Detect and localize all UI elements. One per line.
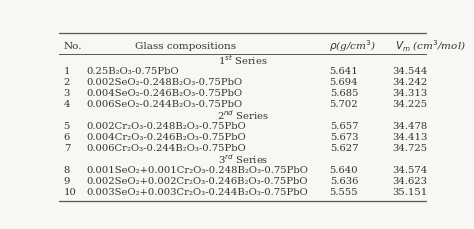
Text: Glass compositions: Glass compositions [136,41,237,50]
Text: 34.225: 34.225 [392,99,428,108]
Text: 3$^{rd}$ Series: 3$^{rd}$ Series [218,152,268,165]
Text: 0.002SeO₂-0.248B₂O₃-0.75PbO: 0.002SeO₂-0.248B₂O₃-0.75PbO [87,77,243,86]
Text: 34.544: 34.544 [392,67,428,76]
Text: 34.574: 34.574 [392,165,428,174]
Text: $\rho$(g/cm$^3$): $\rho$(g/cm$^3$) [329,38,376,54]
Text: 2: 2 [64,77,70,86]
Text: 5.657: 5.657 [330,121,358,130]
Text: 5.636: 5.636 [330,176,358,185]
Text: 34.478: 34.478 [392,121,428,130]
Text: 1$^{st}$ Series: 1$^{st}$ Series [218,53,268,67]
Text: 5.702: 5.702 [329,99,358,108]
Text: 0.002Cr₂O₃-0.248B₂O₃-0.75PbO: 0.002Cr₂O₃-0.248B₂O₃-0.75PbO [87,121,246,130]
Text: 5.694: 5.694 [329,77,358,86]
Text: 5.673: 5.673 [330,132,358,141]
Text: 2$^{nd}$ Series: 2$^{nd}$ Series [217,108,269,122]
Text: 5.641: 5.641 [329,67,358,76]
Text: 5.555: 5.555 [329,187,358,196]
Text: 34.725: 34.725 [392,143,428,152]
Text: 34.413: 34.413 [392,132,428,141]
Text: 0.006Cr₂O₃-0.244B₂O₃-0.75PbO: 0.006Cr₂O₃-0.244B₂O₃-0.75PbO [87,143,246,152]
Text: 9: 9 [64,176,70,185]
Text: 7: 7 [64,143,70,152]
Text: 0.001SeO₂+0.001Cr₂O₃-0.248B₂O₃-0.75PbO: 0.001SeO₂+0.001Cr₂O₃-0.248B₂O₃-0.75PbO [87,165,309,174]
Text: 10: 10 [64,187,76,196]
Text: 5.640: 5.640 [329,165,358,174]
Text: No.: No. [64,41,82,50]
Text: 5.627: 5.627 [330,143,358,152]
Text: 34.623: 34.623 [392,176,428,185]
Text: 1: 1 [64,67,70,76]
Text: 0.25B₂O₃-0.75PbO: 0.25B₂O₃-0.75PbO [87,67,180,76]
Text: 0.004Cr₂O₃-0.246B₂O₃-0.75PbO: 0.004Cr₂O₃-0.246B₂O₃-0.75PbO [87,132,246,141]
Text: 3: 3 [64,88,70,97]
Text: 35.151: 35.151 [392,187,428,196]
Text: 6: 6 [64,132,70,141]
Text: 4: 4 [64,99,70,108]
Text: 5.685: 5.685 [330,88,358,97]
Text: 8: 8 [64,165,70,174]
Text: $V_m$ (cm$^3$/mol): $V_m$ (cm$^3$/mol) [395,38,466,54]
Text: 0.002SeO₂+0.002Cr₂O₃-0.246B₂O₃-0.75PbO: 0.002SeO₂+0.002Cr₂O₃-0.246B₂O₃-0.75PbO [87,176,308,185]
Text: 0.003SeO₂+0.003Cr₂O₃-0.244B₂O₃-0.75PbO: 0.003SeO₂+0.003Cr₂O₃-0.244B₂O₃-0.75PbO [87,187,309,196]
Text: 0.004SeO₂-0.246B₂O₃-0.75PbO: 0.004SeO₂-0.246B₂O₃-0.75PbO [87,88,243,97]
Text: 0.006SeO₂-0.244B₂O₃-0.75PbO: 0.006SeO₂-0.244B₂O₃-0.75PbO [87,99,243,108]
Text: 34.242: 34.242 [392,77,428,86]
Text: 5: 5 [64,121,70,130]
Text: 34.313: 34.313 [392,88,428,97]
